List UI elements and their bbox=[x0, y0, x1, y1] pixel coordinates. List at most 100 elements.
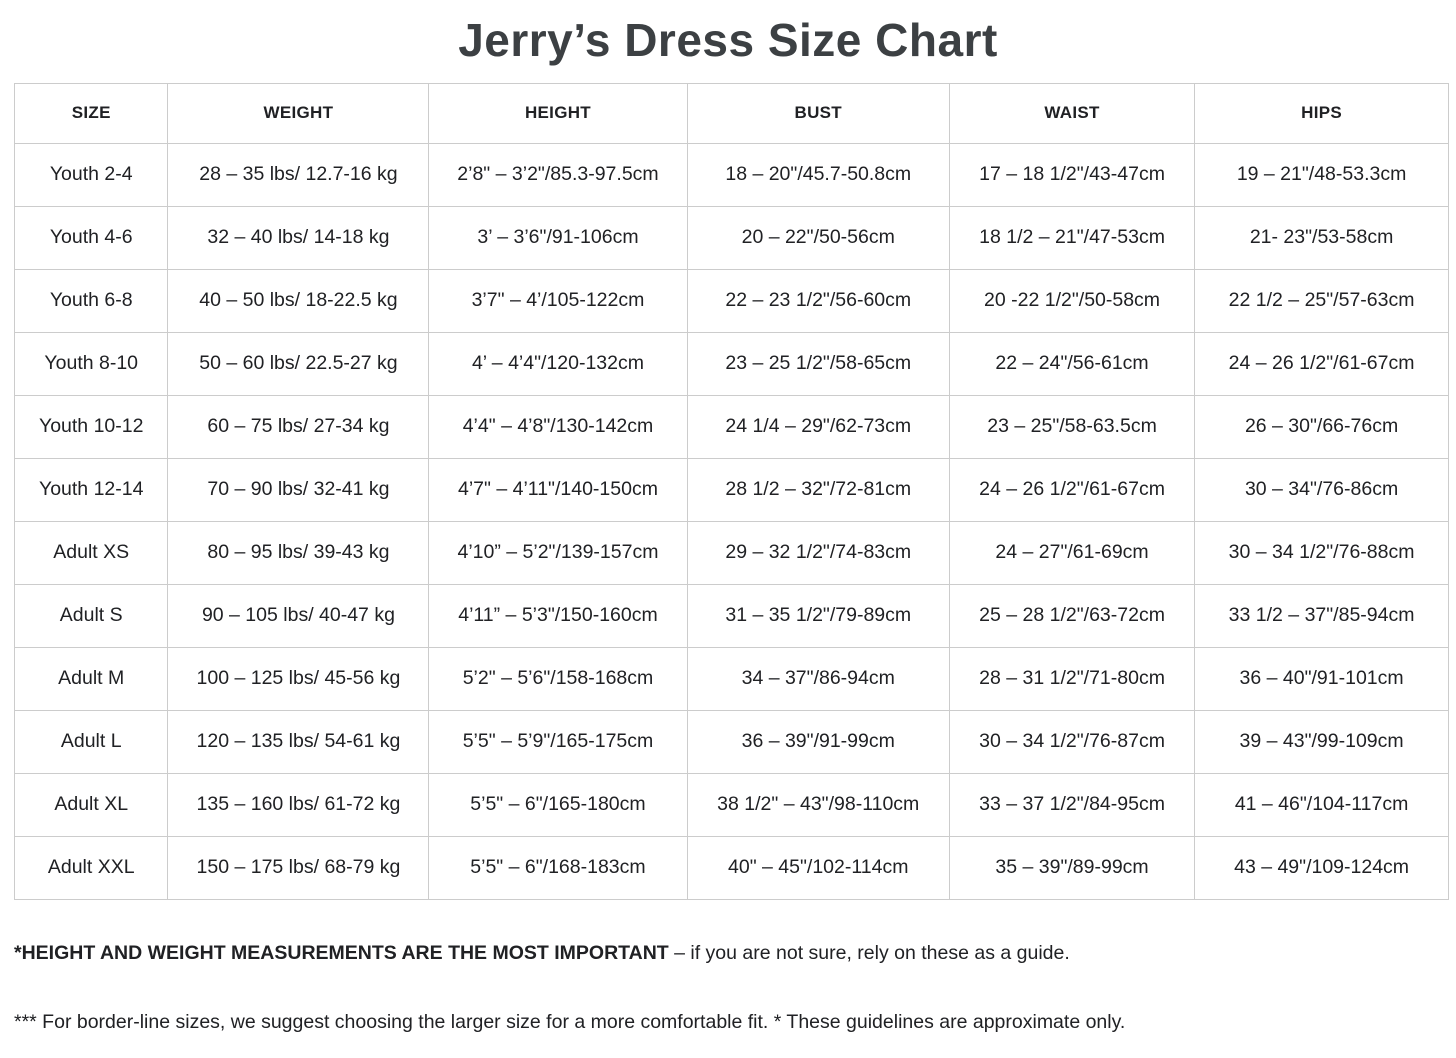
cell-size: Youth 12-14 bbox=[13, 457, 169, 522]
cell-height: 4’4" – 4’8"/130-142cm bbox=[428, 394, 688, 459]
table-row: Youth 6-8 40 – 50 lbs/ 18-22.5 kg 3’7" – 4… bbox=[13, 268, 1449, 333]
cell-hips: 30 – 34 1/2"/76-88cm bbox=[1194, 520, 1449, 585]
cell-size: Youth 2-4 bbox=[13, 142, 169, 207]
cell-weight: 40 – 50 lbs/ 18-22.5 kg bbox=[167, 268, 430, 333]
cell-size: Adult XL bbox=[13, 772, 169, 837]
cell-waist: 17 – 18 1/2"/43-47cm bbox=[948, 142, 1196, 207]
table-row: Adult L 120 – 135 lbs/ 54-61 kg 5’5" – 5’9… bbox=[13, 709, 1449, 774]
cell-height: 4’ – 4’4"/120-132cm bbox=[428, 331, 688, 396]
table-body: Youth 2-4 28 – 35 lbs/ 12.7-16 kg 2’8" – 3… bbox=[13, 142, 1449, 900]
cell-size: Adult XS bbox=[13, 520, 169, 585]
cell-size: Adult M bbox=[13, 646, 169, 711]
cell-bust: 23 – 25 1/2"/58-65cm bbox=[686, 331, 950, 396]
cell-height: 5’5" – 6"/165-180cm bbox=[428, 772, 688, 837]
cell-waist: 25 – 28 1/2"/63-72cm bbox=[948, 583, 1196, 648]
column-header-weight: WEIGHT bbox=[167, 82, 430, 144]
cell-bust: 38 1/2" – 43"/98-110cm bbox=[686, 772, 950, 837]
cell-hips: 33 1/2 – 37"/85-94cm bbox=[1194, 583, 1449, 648]
cell-weight: 90 – 105 lbs/ 40-47 kg bbox=[167, 583, 430, 648]
table-row: Adult XL 135 – 160 lbs/ 61-72 kg 5’5" – 6"… bbox=[13, 772, 1449, 837]
cell-weight: 70 – 90 lbs/ 32-41 kg bbox=[167, 457, 430, 522]
cell-waist: 24 – 27"/61-69cm bbox=[948, 520, 1196, 585]
table-row: Youth 4-6 32 – 40 lbs/ 14-18 kg 3’ – 3’6"/… bbox=[13, 205, 1449, 270]
table-row: Youth 10-12 60 – 75 lbs/ 27-34 kg 4’4" – 4… bbox=[13, 394, 1449, 459]
cell-weight: 50 – 60 lbs/ 22.5-27 kg bbox=[167, 331, 430, 396]
cell-weight: 100 – 125 lbs/ 45-56 kg bbox=[167, 646, 430, 711]
cell-height: 5’5" – 5’9"/165-175cm bbox=[428, 709, 688, 774]
cell-size: Adult XXL bbox=[13, 835, 169, 900]
cell-bust: 24 1/4 – 29"/62-73cm bbox=[686, 394, 950, 459]
cell-hips: 36 – 40"/91-101cm bbox=[1194, 646, 1449, 711]
cell-height: 3’7" – 4’/105-122cm bbox=[428, 268, 688, 333]
cell-weight: 32 – 40 lbs/ 14-18 kg bbox=[167, 205, 430, 270]
footnote-height-weight-bold: *HEIGHT AND WEIGHT MEASUREMENTS ARE THE … bbox=[14, 941, 669, 964]
cell-waist: 18 1/2 – 21"/47-53cm bbox=[948, 205, 1196, 270]
cell-waist: 30 – 34 1/2"/76-87cm bbox=[948, 709, 1196, 774]
cell-size: Youth 8-10 bbox=[13, 331, 169, 396]
footnote-borderline: *** For border-line sizes, we suggest ch… bbox=[14, 1010, 1126, 1033]
cell-height: 5’5" – 6"/168-183cm bbox=[428, 835, 688, 900]
footnote-height-weight: *HEIGHT AND WEIGHT MEASUREMENTS ARE THE … bbox=[14, 942, 1456, 965]
cell-hips: 19 – 21"/48-53.3cm bbox=[1194, 142, 1449, 207]
cell-waist: 23 – 25"/58-63.5cm bbox=[948, 394, 1196, 459]
cell-height: 3’ – 3’6"/91-106cm bbox=[428, 205, 688, 270]
cell-bust: 20 – 22"/50-56cm bbox=[686, 205, 950, 270]
cell-hips: 26 – 30"/66-76cm bbox=[1194, 394, 1449, 459]
cell-hips: 24 – 26 1/2"/61-67cm bbox=[1194, 331, 1449, 396]
cell-hips: 22 1/2 – 25"/57-63cm bbox=[1194, 268, 1449, 333]
column-header-height: HEIGHT bbox=[428, 82, 688, 144]
table-row: Adult M 100 – 125 lbs/ 45-56 kg 5’2" – 5’6… bbox=[13, 646, 1449, 711]
table-row: Youth 2-4 28 – 35 lbs/ 12.7-16 kg 2’8" – 3… bbox=[13, 142, 1449, 207]
cell-weight: 135 – 160 lbs/ 61-72 kg bbox=[167, 772, 430, 837]
cell-height: 4’10” – 5’2"/139-157cm bbox=[428, 520, 688, 585]
footnote-height-weight-rest: – if you are not sure, rely on these as … bbox=[668, 941, 1070, 964]
cell-size: Youth 4-6 bbox=[13, 205, 169, 270]
table-row: Youth 8-10 50 – 60 lbs/ 22.5-27 kg 4’ – 4’… bbox=[13, 331, 1449, 396]
cell-bust: 29 – 32 1/2"/74-83cm bbox=[686, 520, 950, 585]
cell-weight: 120 – 135 lbs/ 54-61 kg bbox=[167, 709, 430, 774]
cell-height: 2’8" – 3’2"/85.3-97.5cm bbox=[428, 142, 688, 207]
cell-height: 5’2" – 5’6"/158-168cm bbox=[428, 646, 688, 711]
cell-waist: 35 – 39"/89-99cm bbox=[948, 835, 1196, 900]
cell-height: 4’11” – 5’3"/150-160cm bbox=[428, 583, 688, 648]
cell-bust: 36 – 39"/91-99cm bbox=[686, 709, 950, 774]
cell-weight: 150 – 175 lbs/ 68-79 kg bbox=[167, 835, 430, 900]
cell-size: Youth 6-8 bbox=[13, 268, 169, 333]
cell-hips: 41 – 46"/104-117cm bbox=[1194, 772, 1449, 837]
page-title: Jerry’s Dress Size Chart bbox=[458, 14, 998, 66]
cell-bust: 28 1/2 – 32"/72-81cm bbox=[686, 457, 950, 522]
cell-weight: 28 – 35 lbs/ 12.7-16 kg bbox=[167, 142, 430, 207]
cell-hips: 21- 23"/53-58cm bbox=[1194, 205, 1449, 270]
table-row: Adult S 90 – 105 lbs/ 40-47 kg 4’11” – 5’3… bbox=[13, 583, 1449, 648]
cell-waist: 20 -22 1/2"/50-58cm bbox=[948, 268, 1196, 333]
cell-waist: 28 – 31 1/2"/71-80cm bbox=[948, 646, 1196, 711]
cell-bust: 40" – 45"/102-114cm bbox=[686, 835, 950, 900]
column-header-size: SIZE bbox=[13, 82, 169, 144]
cell-size: Adult S bbox=[13, 583, 169, 648]
cell-size: Youth 10-12 bbox=[13, 394, 169, 459]
cell-bust: 31 – 35 1/2"/79-89cm bbox=[686, 583, 950, 648]
cell-hips: 30 – 34"/76-86cm bbox=[1194, 457, 1449, 522]
size-chart-table: SIZE WEIGHT HEIGHT BUST WAIST HIPS Youth 2-4 2… bbox=[13, 82, 1449, 900]
cell-bust: 18 – 20"/45.7-50.8cm bbox=[686, 142, 950, 207]
cell-bust: 22 – 23 1/2"/56-60cm bbox=[686, 268, 950, 333]
cell-bust: 34 – 37"/86-94cm bbox=[686, 646, 950, 711]
cell-waist: 24 – 26 1/2"/61-67cm bbox=[948, 457, 1196, 522]
table-row: Adult XXL 150 – 175 lbs/ 68-79 kg 5’5" – 6… bbox=[13, 835, 1449, 900]
cell-hips: 43 – 49"/109-124cm bbox=[1194, 835, 1449, 900]
cell-height: 4’7" – 4’11"/140-150cm bbox=[428, 457, 688, 522]
column-header-bust: BUST bbox=[686, 82, 950, 144]
footnotes: *HEIGHT AND WEIGHT MEASUREMENTS ARE THE … bbox=[14, 942, 1456, 1034]
column-header-hips: HIPS bbox=[1194, 82, 1449, 144]
cell-weight: 80 – 95 lbs/ 39-43 kg bbox=[167, 520, 430, 585]
table-row: Adult XS 80 – 95 lbs/ 39-43 kg 4’10” – 5’2… bbox=[13, 520, 1449, 585]
cell-waist: 33 – 37 1/2"/84-95cm bbox=[948, 772, 1196, 837]
table-row: Youth 12-14 70 – 90 lbs/ 32-41 kg 4’7" – 4… bbox=[13, 457, 1449, 522]
column-header-waist: WAIST bbox=[948, 82, 1196, 144]
table-header-row: SIZE WEIGHT HEIGHT BUST WAIST HIPS bbox=[13, 82, 1449, 144]
cell-weight: 60 – 75 lbs/ 27-34 kg bbox=[167, 394, 430, 459]
cell-size: Adult L bbox=[13, 709, 169, 774]
cell-waist: 22 – 24"/56-61cm bbox=[948, 331, 1196, 396]
cell-hips: 39 – 43"/99-109cm bbox=[1194, 709, 1449, 774]
